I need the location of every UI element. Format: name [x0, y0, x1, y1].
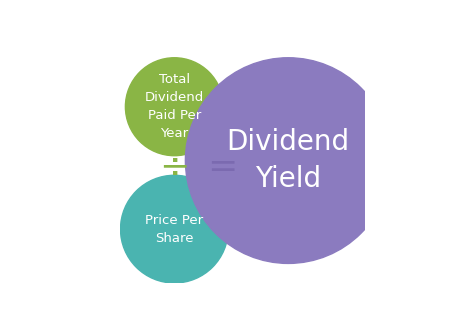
- Text: Price Per
Share: Price Per Share: [146, 214, 203, 245]
- Circle shape: [126, 58, 223, 156]
- Text: =: =: [207, 150, 237, 184]
- Text: Dividend
Yield: Dividend Yield: [227, 128, 350, 193]
- Text: ÷: ÷: [159, 151, 190, 185]
- Text: Total
Dividend
Paid Per
Year: Total Dividend Paid Per Year: [145, 73, 204, 140]
- Circle shape: [185, 58, 391, 263]
- Circle shape: [120, 175, 228, 283]
